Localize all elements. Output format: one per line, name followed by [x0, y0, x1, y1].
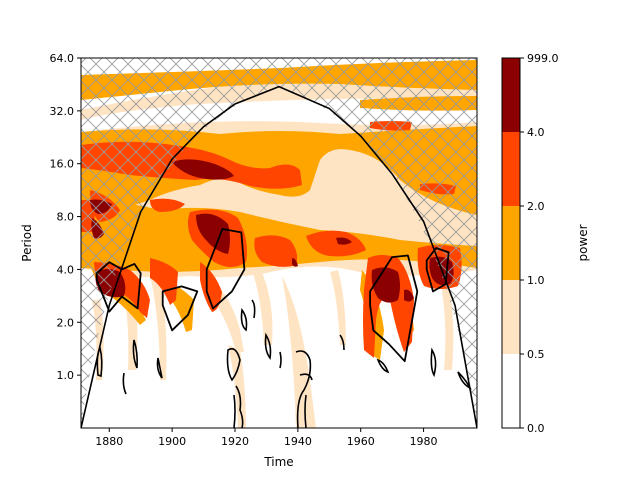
colorbar-segment: [502, 280, 520, 354]
colorbar-segment: [502, 206, 520, 280]
colorbar-tick-label: 0.5: [527, 348, 545, 361]
x-tick-label: 1900: [158, 435, 186, 448]
significance-contour: [369, 254, 419, 363]
significance-contour-small: [96, 299, 472, 428]
plot-area: [80, 57, 478, 429]
colorbar-segment: [502, 58, 520, 132]
x-tick-label: 1920: [221, 435, 249, 448]
x-tick-label: 1880: [95, 435, 123, 448]
x-tick-label: 1940: [284, 435, 312, 448]
y-axis: 1.0 2.0 4.0 8.0 16.0 32.0 64.0: [50, 52, 81, 382]
colorbar: 0.0 0.5 1.0 2.0 4.0 999.0: [501, 52, 559, 435]
significance-contour: [425, 247, 450, 293]
significance-contour: [95, 261, 142, 313]
colorbar-tick-label: 0.0: [527, 422, 545, 435]
y-tick-label: 32.0: [50, 105, 75, 118]
cone-of-influence-line: [81, 85, 477, 428]
x-axis: 1880 1900 1920 1940 1960 1980: [95, 428, 438, 448]
x-axis-label: Time: [263, 455, 293, 469]
significance-contour: [205, 228, 246, 310]
colorbar-label: power: [576, 224, 590, 261]
y-tick-label: 8.0: [57, 211, 75, 224]
colorbar-tick-label: 2.0: [527, 200, 545, 213]
y-tick-label: 16.0: [50, 158, 75, 171]
y-tick-label: 2.0: [57, 316, 75, 329]
y-axis-label: Period: [20, 224, 34, 261]
colorbar-tick-label: 1.0: [527, 274, 545, 287]
colorbar-frame: [501, 57, 521, 429]
x-tick-label: 1960: [347, 435, 375, 448]
significance-contour: [161, 285, 199, 332]
y-tick-label: 1.0: [57, 369, 75, 382]
colorbar-segment: [502, 354, 520, 428]
significance-contours: [95, 228, 450, 363]
y-tick-label: 64.0: [50, 52, 75, 65]
colorbar-tick-label: 4.0: [527, 126, 545, 139]
x-tick-label: 1980: [410, 435, 438, 448]
colorbar-segment: [502, 132, 520, 206]
y-tick-label: 4.0: [57, 263, 75, 276]
plot-frame: [80, 57, 478, 429]
cone-of-influence: [81, 85, 477, 428]
power-contours: [81, 58, 477, 428]
colorbar-tick-label: 999.0: [527, 52, 559, 65]
